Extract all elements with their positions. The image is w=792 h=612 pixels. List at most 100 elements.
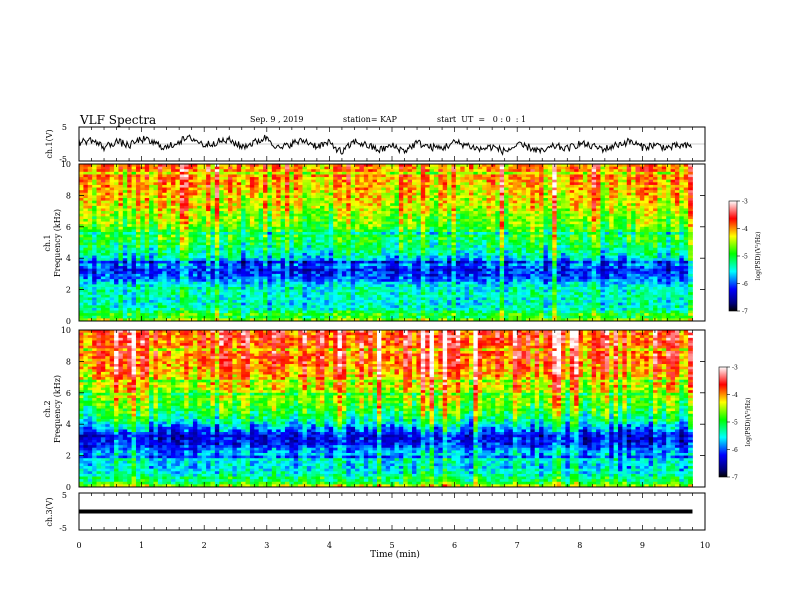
spectrogram-cell [162, 237, 168, 241]
spectrogram-cell [298, 226, 303, 230]
spectrogram-cell [311, 177, 317, 181]
spectrogram-cell [425, 177, 430, 181]
spectrogram-cell [657, 242, 663, 246]
spectrogram-cell [197, 216, 203, 220]
spectrogram-cell [368, 239, 373, 243]
spectrogram-cell [114, 232, 119, 236]
spectrogram-cell [582, 171, 588, 175]
spectrogram-cell [679, 192, 685, 196]
spectrogram-cell [359, 179, 365, 183]
spectrogram-cell [166, 208, 172, 212]
spectrogram-cell [245, 205, 251, 209]
spectrogram-cell [263, 234, 268, 238]
spectrogram-cell [355, 177, 360, 181]
spectrogram-cell [438, 177, 444, 181]
spectrogram-cell [320, 177, 325, 181]
spectrogram-cell [490, 205, 496, 209]
spectrogram-cell [596, 216, 601, 220]
spectrogram-cell [639, 192, 645, 196]
spectrogram-cell [490, 203, 496, 207]
spectrogram-cell [171, 187, 176, 191]
spectrogram-cell [100, 245, 106, 249]
spectrogram-cell [328, 218, 334, 222]
spectrogram-cell [135, 247, 141, 251]
spectrogram-cell [464, 213, 470, 217]
spectrogram-cell [298, 203, 303, 207]
spectrogram-cell [447, 242, 452, 246]
spectrogram-cell [499, 216, 505, 220]
spectrogram-cell [376, 229, 382, 233]
spectrogram-cell [398, 195, 404, 199]
spectrogram-cell [596, 164, 601, 168]
spectrogram-cell [569, 205, 575, 209]
spectrogram-cell [385, 221, 391, 225]
spectrogram-cell [346, 187, 352, 191]
spectrogram-cell [122, 255, 128, 259]
spectrogram-cell [670, 192, 676, 196]
spectrogram-cell [477, 211, 483, 215]
spectrogram-cell [359, 213, 365, 217]
spectrogram-cell [179, 174, 185, 178]
spectrogram-cell [219, 255, 224, 259]
spectrogram-cell [464, 169, 470, 173]
spectrogram-cell [381, 218, 387, 222]
spectrogram-cell [613, 245, 619, 249]
spectrogram-cell [473, 171, 479, 175]
spectrogram-cell [324, 247, 330, 251]
spectrogram-cell [385, 187, 391, 191]
spectrogram-cell [679, 164, 685, 168]
spectrogram-cell [626, 245, 632, 249]
spectrogram-cell [381, 179, 387, 183]
spectrogram-cell [337, 169, 343, 173]
spectrogram-cell [547, 169, 553, 173]
spectrogram-cell [206, 174, 211, 178]
spectrogram-cell [368, 218, 373, 222]
spectrogram-cell [416, 169, 422, 173]
spectrogram-cell [241, 171, 246, 175]
spectrogram-cell [289, 242, 295, 246]
spectrogram-cell [504, 218, 509, 222]
spectrogram-cell [109, 205, 115, 209]
spectrogram-cell [512, 229, 518, 233]
spectrogram-cell [372, 234, 378, 238]
spectrogram-cell [433, 200, 439, 204]
spectrogram-cell [245, 234, 251, 238]
spectrogram-cell [232, 234, 238, 238]
spectrogram-cell [552, 218, 558, 222]
spectrogram-cell [109, 234, 115, 238]
spectrogram-cell [372, 221, 378, 225]
spectrogram-cell [653, 229, 658, 233]
spectrogram-cell [525, 213, 531, 217]
spectrogram-cell [192, 169, 198, 173]
spectrogram-cell [556, 237, 562, 241]
spectrogram-cell [179, 232, 185, 236]
spectrogram-cell [206, 187, 211, 191]
spectrogram-cell [521, 218, 527, 222]
spectrogram-cell [359, 255, 365, 259]
spectrogram-cell [140, 174, 146, 178]
spectrogram-cell [298, 208, 303, 212]
spectrogram-cell [460, 229, 466, 233]
spectrogram-cell [626, 171, 632, 175]
spectrogram-cell [455, 208, 461, 212]
spectrogram-cell [346, 247, 352, 251]
spectrogram-cell [302, 169, 308, 173]
spectrogram-cell [512, 171, 518, 175]
spectrogram-cell [96, 216, 102, 220]
spectrogram-cell [394, 239, 400, 243]
spectrogram-cell [464, 198, 470, 202]
spectrogram-cell [289, 187, 295, 191]
spectrogram-cell [157, 229, 163, 233]
spectrogram-cell [547, 205, 553, 209]
spectrogram-cell [372, 208, 378, 212]
spectrogram-cell [328, 229, 334, 233]
spectrogram-cell [293, 203, 299, 207]
spectrogram-cell [666, 179, 671, 183]
spectrogram-cell [162, 177, 168, 181]
spectrogram-cell [517, 239, 522, 243]
spectrogram-cell [206, 234, 211, 238]
spectrogram-cell [114, 234, 119, 238]
spectrogram-cell [525, 211, 531, 215]
spectrogram-cell [679, 218, 685, 222]
spectrogram-cell [105, 182, 111, 186]
